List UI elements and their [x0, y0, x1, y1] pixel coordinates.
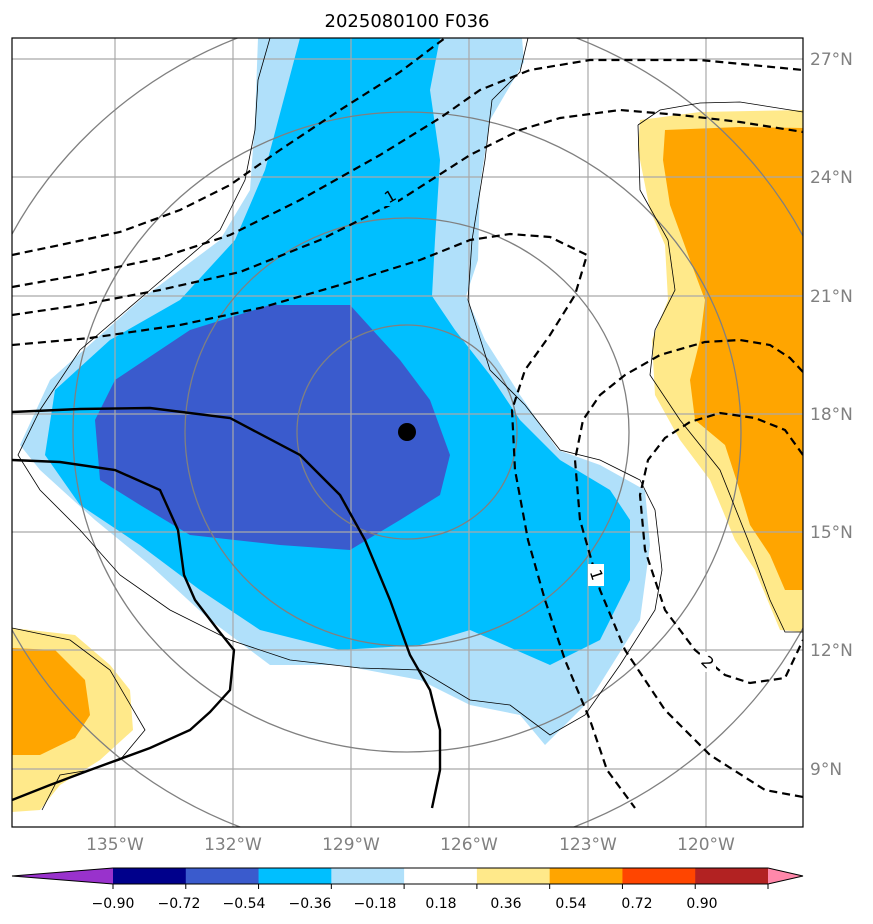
- lat-labels: 27°N 24°N 21°N 18°N 15°N 12°N 9°N: [810, 50, 853, 780]
- lon-labels: 135°W 132°W 129°W 126°W 123°W 120°W: [86, 835, 735, 855]
- lat-label: 21°N: [810, 287, 853, 307]
- track-lines: [12, 406, 442, 809]
- map-title: 2025080100 F036: [325, 11, 490, 32]
- colorbar-segment: [404, 868, 478, 884]
- colorbar-tick-label: −0.72: [158, 896, 201, 912]
- colorbar-segment: [185, 868, 259, 884]
- lat-label: 12°N: [810, 641, 853, 661]
- colorbar-tick-label: 0.72: [621, 896, 652, 912]
- lon-label: 129°W: [322, 835, 380, 855]
- lat-label: 9°N: [810, 760, 842, 780]
- colorbar-segment: [549, 868, 623, 884]
- colorbar-ticks: [112, 884, 769, 889]
- outline-contours: [12, 38, 803, 811]
- colorbar-tick-label: −0.90: [92, 896, 135, 912]
- contour-labels: 1 1 2: [381, 186, 718, 673]
- lon-label: 120°W: [677, 835, 735, 855]
- lat-label: 15°N: [810, 523, 853, 543]
- colorbar-segment: [695, 868, 769, 884]
- map-frame: [11, 37, 804, 828]
- shade-neg-054: [95, 305, 450, 550]
- colorbar-tick-label: 0.18: [425, 896, 456, 912]
- graticule: [12, 38, 803, 827]
- dashed-contours: [12, 38, 803, 809]
- colorbar-extend-high: [768, 868, 803, 884]
- colorbar-tick-labels: −0.90 −0.72 −0.54 −0.36 −0.18 0.18 0.36 …: [92, 896, 718, 912]
- colorbar-extend-low: [12, 868, 113, 884]
- lon-label: 135°W: [86, 835, 144, 855]
- colorbar-tick-label: −0.36: [289, 896, 332, 912]
- colorbar-segment: [622, 868, 696, 884]
- lon-label: 126°W: [440, 835, 498, 855]
- lat-label: 18°N: [810, 405, 853, 425]
- lon-label: 123°W: [559, 835, 617, 855]
- lat-label: 27°N: [810, 50, 853, 70]
- colorbar: −0.90 −0.72 −0.54 −0.36 −0.18 0.18 0.36 …: [11, 867, 804, 912]
- colorbar-segments: [12, 868, 803, 884]
- shade-pos-036-west: [12, 648, 90, 755]
- storm-center-marker: [398, 423, 416, 441]
- colorbar-segment: [476, 868, 551, 884]
- colorbar-segment: [258, 868, 332, 884]
- lon-label: 132°W: [204, 835, 262, 855]
- colorbar-segment: [113, 868, 187, 884]
- colorbar-tick-label: −0.18: [354, 896, 397, 912]
- shade-pos-036-east: [663, 127, 803, 590]
- lat-label: 24°N: [810, 168, 853, 188]
- colorbar-tick-label: −0.54: [223, 896, 266, 912]
- range-rings: [12, 38, 803, 827]
- colorbar-segment: [331, 868, 405, 884]
- colorbar-tick-label: 0.54: [555, 896, 586, 912]
- colorbar-tick-label: 0.36: [490, 896, 521, 912]
- colorbar-tick-label: 0.90: [686, 896, 717, 912]
- map-area: 1 1 2: [12, 38, 803, 827]
